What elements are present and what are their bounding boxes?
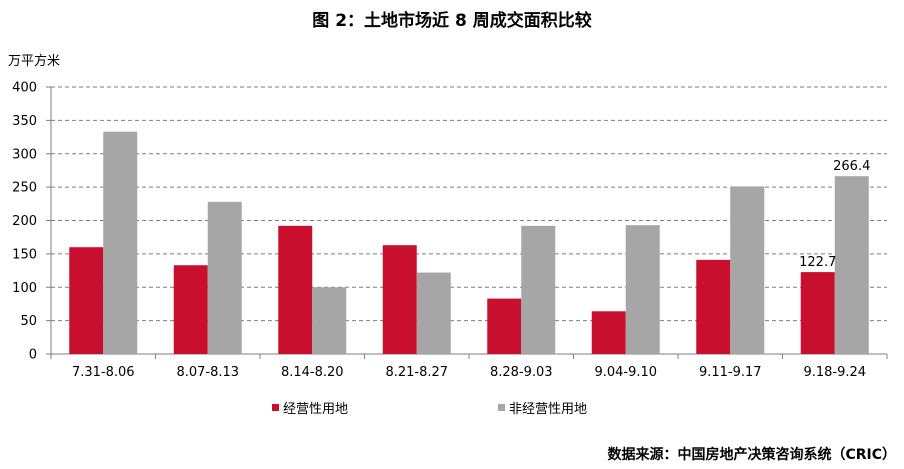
- bar-series2-3: [416, 272, 451, 354]
- y-tick-label: 350: [12, 114, 37, 129]
- y-tick-label: 100: [12, 281, 37, 296]
- legend-swatch-series1: [272, 404, 279, 411]
- x-tick-label: 8.14-8.20: [281, 365, 344, 380]
- x-tick-label: 9.04-9.10: [594, 365, 657, 380]
- y-tick-label: 250: [12, 181, 37, 196]
- x-tick-label: 9.11-9.17: [699, 365, 762, 380]
- bar-series1-7: [800, 272, 835, 354]
- y-tick-label: 50: [20, 314, 37, 329]
- bar-series2-0: [103, 131, 138, 354]
- bar-series2-5: [625, 225, 660, 354]
- bar-series2-4: [521, 225, 556, 354]
- y-tick-label: 0: [29, 348, 37, 363]
- bar-series2-7: [834, 176, 869, 354]
- y-tick-label: 400: [12, 81, 37, 96]
- legend-swatch-series2: [498, 404, 506, 411]
- chart-title: 图 2：土地市场近 8 周成交面积比较: [312, 11, 592, 31]
- y-tick-label: 200: [12, 214, 37, 229]
- x-tick-label: 9.18-9.24: [803, 365, 866, 380]
- legend-label-series1: 经营性用地: [283, 402, 349, 417]
- y-tick-label: 300: [12, 147, 37, 162]
- y-tick-label: 150: [12, 247, 37, 262]
- bar-series2-2: [312, 287, 347, 354]
- x-tick-label: 8.07-8.13: [176, 365, 239, 380]
- data-label: 266.4: [833, 159, 870, 174]
- bar-series1-3: [382, 245, 417, 354]
- bar-series1-0: [69, 247, 104, 354]
- legend-label-series2: 非经营性用地: [509, 402, 588, 417]
- bar-series1-2: [278, 225, 313, 354]
- bar-series1-1: [173, 265, 208, 354]
- bar-series1-6: [696, 259, 731, 354]
- bar-series1-4: [487, 298, 522, 354]
- legend-item-series1: 经营性用地: [272, 398, 348, 417]
- x-tick-label: 8.28-9.03: [490, 365, 553, 380]
- legend-item-series2: 非经营性用地: [498, 398, 587, 417]
- bar-series2-1: [207, 201, 242, 354]
- source-note: 数据来源：中国房地产决策咨询系统（CRIC）: [607, 447, 896, 463]
- x-tick-label: 7.31-8.06: [72, 365, 135, 380]
- legend: 经营性用地 非经营性用地: [272, 398, 587, 417]
- bar-series2-6: [730, 186, 765, 354]
- data-label: 122.7: [799, 255, 836, 270]
- bar-series1-5: [591, 311, 626, 354]
- y-axis-label: 万平方米: [8, 54, 61, 69]
- x-tick-label: 8.21-8.27: [385, 365, 448, 380]
